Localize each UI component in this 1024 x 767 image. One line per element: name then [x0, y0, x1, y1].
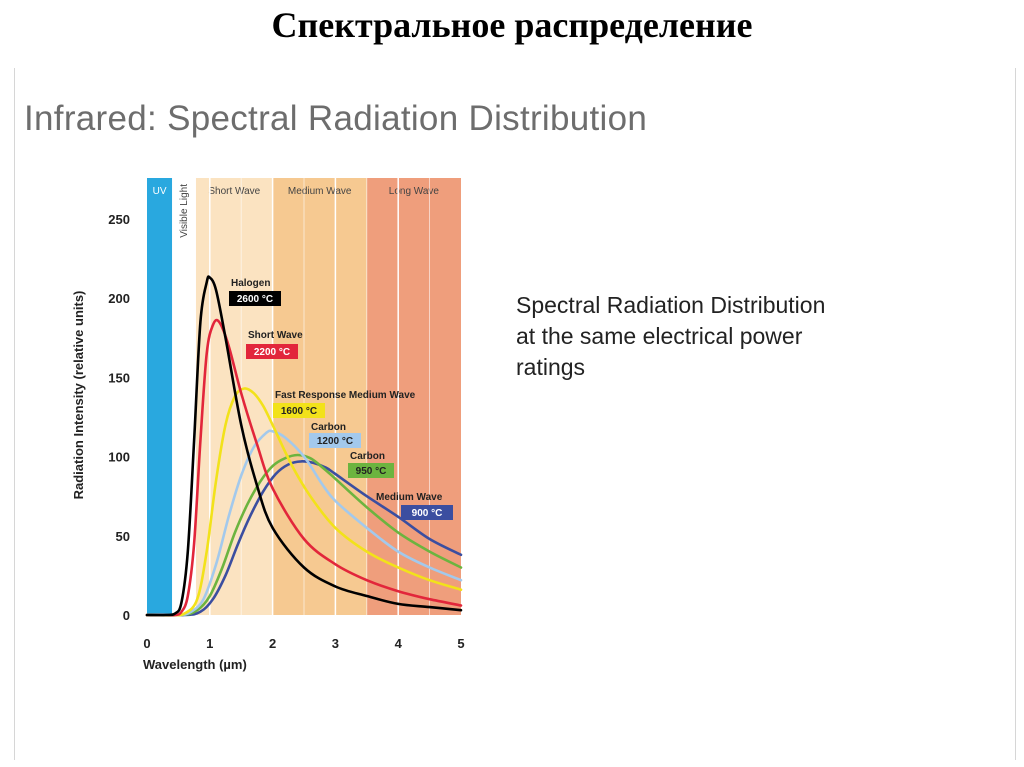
caption-line-3: ratings — [516, 354, 586, 380]
y-tick-label-2: 100 — [108, 450, 130, 465]
x-tick-label-4: 4 — [395, 636, 403, 651]
band-0-rect — [147, 178, 173, 615]
band-label-0: UV — [153, 186, 167, 197]
series-name-label-2: Fast Response Medium Wave — [275, 390, 416, 401]
y-tick-label-0: 0 — [123, 608, 130, 623]
series-line-3 — [145, 429, 463, 617]
series-line-2 — [145, 387, 463, 617]
x-tick-label-3: 3 — [332, 636, 339, 651]
series-name-label-1: Short Wave — [248, 330, 303, 341]
y-axis-title: Radiation Intensity (relative units) — [71, 291, 86, 500]
series-temp-badge-0 — [229, 291, 281, 306]
band-label-2: Short Wave — [208, 186, 260, 197]
series-line-4 — [145, 453, 463, 617]
series-name-label-5: Medium Wave — [376, 492, 443, 503]
y-tick-label-5: 250 — [108, 212, 130, 227]
grid-layer — [209, 178, 431, 615]
series-line-1 — [145, 318, 463, 617]
slide-title: Спектральное распределение — [271, 5, 753, 45]
series-temp-label-1: 2200 °C — [254, 347, 290, 358]
series-name-label-0: Halogen — [231, 278, 270, 289]
series-temp-label-5: 900 °C — [412, 508, 443, 519]
series-temp-label-3: 1200 °C — [317, 436, 353, 447]
series-layer — [145, 275, 463, 617]
series-temp-badge-5 — [401, 505, 453, 520]
y-tick-label-4: 200 — [108, 291, 130, 306]
axes-layer: 0 50 100 150 200 250 0 1 2 3 4 5 Wavelength (µm) Radi… — [71, 212, 465, 672]
figure-heading: Infrared: Spectral Radiation Distributio… — [24, 99, 648, 138]
x-tick-label-5: 5 — [457, 636, 464, 651]
series-temp-label-0: 2600 °C — [237, 294, 273, 305]
annotation-layer: Halogen 2600 °C Short Wave 2200 °C Fast Resp… — [229, 278, 453, 520]
slide-frame — [14, 68, 1016, 760]
side-caption: Spectral Radiation Distribution at the s… — [516, 290, 936, 383]
band-label-4: Long Wave — [389, 186, 440, 197]
x-axis-title: Wavelength (µm) — [143, 657, 247, 672]
x-tick-label-1: 1 — [206, 636, 213, 651]
series-name-label-4: Carbon — [350, 451, 385, 462]
y-tick-label-3: 150 — [108, 370, 130, 385]
series-line-0 — [145, 275, 463, 617]
caption-line-1: Spectral Radiation Distribution — [516, 292, 826, 318]
y-tick-label-1: 50 — [116, 529, 130, 544]
x-tick-label-2: 2 — [269, 636, 276, 651]
series-temp-label-2: 1600 °C — [281, 406, 317, 417]
series-temp-badge-4 — [348, 463, 394, 478]
series-temp-label-4: 950 °C — [356, 466, 387, 477]
series-temp-badge-1 — [246, 344, 298, 359]
x-tick-label-0: 0 — [143, 636, 150, 651]
band-label-visible-light: Visible Light — [179, 184, 190, 238]
series-line-5 — [145, 460, 463, 617]
caption-line-2: at the same electrical power — [516, 323, 803, 349]
series-name-label-3: Carbon — [311, 422, 346, 433]
series-temp-badge-2 — [273, 403, 325, 418]
series-temp-badge-3 — [309, 433, 361, 448]
band-label-3: Medium Wave — [288, 186, 352, 197]
